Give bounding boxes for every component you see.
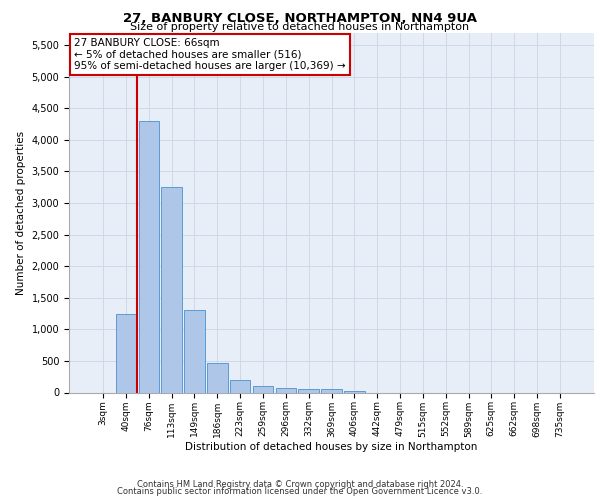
Bar (139, 121, 159, 392)
Text: 27 BANBURY CLOSE: 66sqm
← 5% of detached houses are smaller (516)
95% of semi-de: 27 BANBURY CLOSE: 66sqm ← 5% of detached… (74, 38, 346, 71)
Bar (207, 362, 227, 392)
Bar (275, 388, 296, 392)
Bar (321, 390, 342, 392)
Bar (298, 390, 319, 392)
Text: Size of property relative to detached houses in Northampton: Size of property relative to detached ho… (130, 22, 470, 32)
Bar (344, 390, 365, 392)
Bar (184, 310, 205, 392)
X-axis label: Distribution of detached houses by size in Northampton: Distribution of detached houses by size … (185, 442, 478, 452)
Text: Contains public sector information licensed under the Open Government Licence v3: Contains public sector information licen… (118, 488, 482, 496)
Y-axis label: Number of detached properties: Number of detached properties (16, 130, 26, 294)
Bar (230, 380, 250, 392)
Text: 27, BANBURY CLOSE, NORTHAMPTON, NN4 9UA: 27, BANBURY CLOSE, NORTHAMPTON, NN4 9UA (123, 12, 477, 24)
Bar (161, 187, 182, 392)
Text: Contains HM Land Registry data © Crown copyright and database right 2024.: Contains HM Land Registry data © Crown c… (137, 480, 463, 489)
Bar (253, 386, 273, 392)
Bar (116, 314, 136, 392)
